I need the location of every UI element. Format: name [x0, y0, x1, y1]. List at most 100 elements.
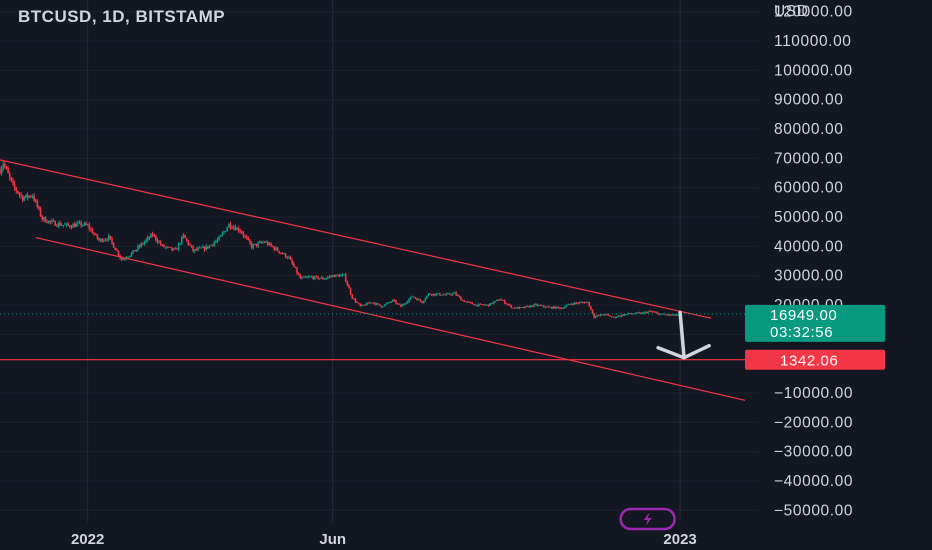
candle-body — [366, 302, 368, 306]
candle-body — [98, 238, 100, 241]
countdown-label: 03:32:56 — [770, 324, 833, 341]
candle-body — [80, 222, 82, 226]
candle-body — [335, 274, 337, 278]
candle-body — [304, 276, 306, 278]
candle-body — [116, 250, 118, 251]
candle-body — [666, 314, 668, 316]
candle-body — [456, 295, 459, 296]
candle-body — [265, 242, 267, 243]
candle-body — [469, 302, 472, 303]
candle-body — [453, 292, 456, 294]
candle-body — [645, 312, 647, 314]
candle-body — [603, 314, 605, 316]
candle-body — [549, 306, 552, 308]
candle-body — [573, 302, 576, 305]
candle-body — [559, 307, 561, 309]
candle-body — [112, 242, 115, 248]
candle-body — [611, 316, 613, 318]
candle-body — [434, 293, 436, 296]
candle-body — [249, 239, 251, 244]
candle-body — [13, 183, 16, 188]
candle-body — [336, 274, 339, 276]
candle-body — [482, 304, 485, 306]
candle-body — [229, 223, 232, 228]
candle-body — [4, 163, 6, 167]
y-tick-label: 100000.00 — [774, 62, 853, 79]
candle-body — [23, 197, 26, 201]
candle-body — [2, 163, 5, 169]
candle-body — [624, 314, 626, 316]
candle-body — [396, 303, 399, 305]
channel-lower-line[interactable] — [35, 236, 746, 401]
candle-body — [661, 313, 664, 315]
candle-body — [198, 247, 201, 249]
candle-body — [502, 300, 504, 301]
candle-body — [413, 296, 415, 298]
candle-body — [575, 302, 578, 304]
candle-body — [594, 316, 597, 318]
candle-body — [577, 303, 579, 304]
candle-body — [103, 240, 105, 242]
candle-body — [158, 241, 160, 243]
candle-body — [46, 222, 48, 223]
candle-body — [0, 170, 1, 174]
candle-body — [367, 302, 370, 304]
candle-body — [297, 273, 300, 275]
y-tick-label: −10000.00 — [774, 385, 853, 402]
candle-body — [172, 248, 175, 251]
candle-body — [570, 303, 573, 305]
candle-body — [429, 293, 431, 295]
candle-body — [544, 306, 547, 308]
candle-body — [382, 306, 384, 308]
candle-body — [130, 253, 133, 256]
candle-body — [305, 277, 308, 278]
candle-body — [417, 299, 420, 301]
candle-body — [231, 227, 233, 229]
candle-body — [107, 235, 110, 240]
y-tick-label: −50000.00 — [774, 502, 853, 519]
candle-body — [59, 222, 61, 226]
channel-upper-line[interactable] — [0, 159, 712, 319]
candle-body — [344, 274, 347, 282]
candle-body — [252, 244, 255, 248]
candle-body — [588, 301, 590, 307]
candle-body — [202, 246, 204, 249]
candle-body — [262, 242, 264, 244]
candle-body — [270, 243, 272, 246]
candle-body — [663, 313, 665, 315]
candle-body — [156, 239, 159, 243]
drawing-layer — [0, 159, 758, 401]
candle-body — [554, 306, 556, 309]
candle-body — [184, 234, 186, 239]
candle-body — [91, 229, 94, 234]
candle-body — [86, 224, 89, 226]
candle-body — [528, 306, 530, 308]
candle-body — [88, 224, 91, 229]
candle-body — [348, 285, 350, 289]
candle-body — [278, 250, 280, 253]
candle-body — [148, 237, 151, 239]
candle-body — [632, 313, 634, 315]
candle-body — [30, 195, 32, 197]
candle-body — [617, 315, 620, 317]
candle-body — [221, 233, 224, 236]
candle-body — [75, 223, 78, 227]
candle-body — [245, 236, 248, 239]
candle-body — [268, 243, 271, 246]
candle-body — [283, 253, 285, 255]
candle-body — [591, 309, 594, 314]
candle-body — [421, 301, 423, 303]
candle-body — [601, 314, 603, 316]
candle-body — [224, 231, 227, 232]
candle-body — [452, 293, 454, 295]
candle-body — [479, 304, 482, 305]
candle-body — [474, 304, 477, 306]
candle-body — [8, 173, 11, 178]
candle-body — [197, 248, 199, 250]
candle-body — [315, 276, 318, 278]
arrow-head[interactable] — [656, 343, 711, 360]
lightning-bolt-icon[interactable] — [619, 507, 676, 531]
candle-body — [168, 246, 170, 248]
arrow-shaft[interactable] — [678, 310, 686, 360]
